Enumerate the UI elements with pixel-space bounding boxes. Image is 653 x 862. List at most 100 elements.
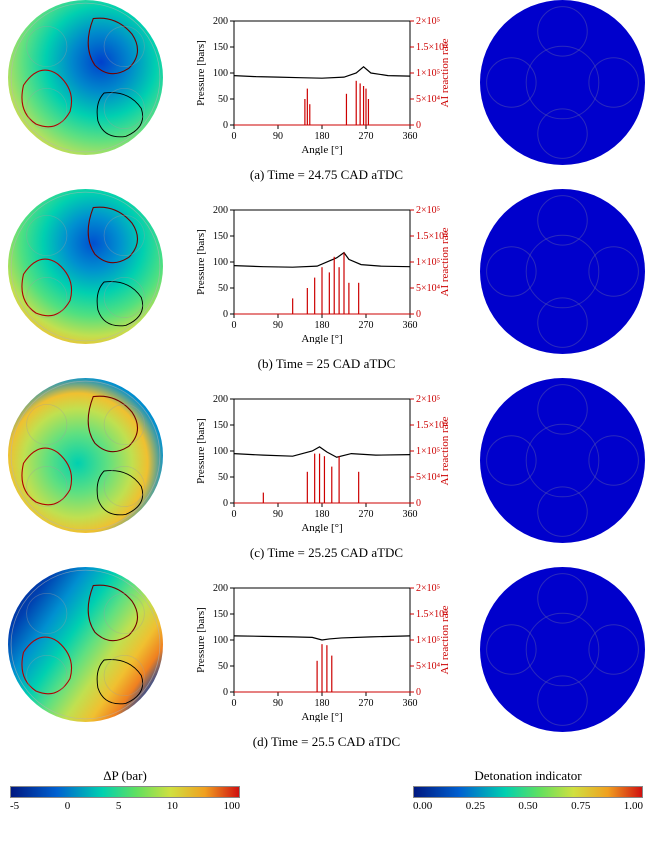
svg-text:90: 90 [273, 509, 283, 520]
svg-text:150: 150 [213, 420, 228, 431]
svg-text:90: 90 [273, 320, 283, 331]
colorbar-di-tick: 0.75 [571, 800, 590, 812]
svg-text:180: 180 [314, 131, 329, 142]
detonation-map-3 [480, 567, 645, 732]
svg-text:0: 0 [231, 320, 236, 331]
caption-1: (b) Time = 25 CAD aTDC [0, 356, 653, 372]
svg-text:0: 0 [416, 120, 421, 131]
svg-text:Angle [°]: Angle [°] [301, 333, 342, 344]
colorbar-row: ΔP (bar) -50510100 Detonation indicator … [0, 756, 653, 812]
svg-text:0: 0 [231, 509, 236, 520]
svg-text:50: 50 [218, 661, 228, 672]
panel-row-3: 09018027036005010015020005×10⁴1×10⁵1.5×1… [0, 567, 653, 732]
svg-text:360: 360 [402, 509, 417, 520]
colorbar-dp-ticks: -50510100 [10, 800, 240, 812]
svg-text:100: 100 [213, 446, 228, 457]
dp-map-2 [8, 378, 163, 533]
colorbar-di: Detonation indicator 0.00 0.25 0.50 0.75 1.0… [413, 768, 643, 812]
detonation-map-1 [480, 189, 645, 354]
svg-text:50: 50 [218, 94, 228, 105]
svg-text:0: 0 [223, 498, 228, 509]
svg-text:AI reaction rate: AI reaction rate [439, 227, 451, 296]
svg-text:100: 100 [213, 68, 228, 79]
svg-text:200: 200 [213, 205, 228, 216]
svg-text:100: 100 [213, 635, 228, 646]
dp-map-1 [8, 189, 163, 344]
svg-text:270: 270 [358, 320, 373, 331]
svg-text:180: 180 [314, 320, 329, 331]
svg-text:2×10⁵: 2×10⁵ [416, 205, 440, 216]
pressure-ai-chart-1: 09018027036005010015020005×10⁴1×10⁵1.5×1… [192, 204, 452, 344]
detonation-map-0 [480, 0, 645, 165]
svg-text:Angle [°]: Angle [°] [301, 711, 342, 722]
svg-text:200: 200 [213, 16, 228, 27]
colorbar-di-tick: 1.00 [624, 800, 643, 812]
svg-text:270: 270 [358, 698, 373, 709]
svg-text:270: 270 [358, 131, 373, 142]
caption-3: (d) Time = 25.5 CAD aTDC [0, 734, 653, 750]
svg-text:50: 50 [218, 472, 228, 483]
svg-text:90: 90 [273, 698, 283, 709]
colorbar-dp-title: ΔP (bar) [103, 768, 147, 784]
svg-text:150: 150 [213, 42, 228, 53]
svg-text:0: 0 [223, 309, 228, 320]
svg-text:360: 360 [402, 698, 417, 709]
svg-text:AI reaction rate: AI reaction rate [439, 605, 451, 674]
svg-text:5×10⁴: 5×10⁴ [416, 283, 441, 294]
svg-text:2×10⁵: 2×10⁵ [416, 394, 440, 405]
svg-text:360: 360 [402, 131, 417, 142]
caption-2: (c) Time = 25.25 CAD aTDC [0, 545, 653, 561]
svg-text:Pressure [bars]: Pressure [bars] [195, 418, 207, 484]
svg-text:150: 150 [213, 231, 228, 242]
colorbar-di-ticks: 0.00 0.25 0.50 0.75 1.00 [413, 800, 643, 812]
colorbar-dp-tick: 10 [167, 800, 178, 812]
svg-text:0: 0 [416, 687, 421, 698]
svg-text:Pressure [bars]: Pressure [bars] [195, 607, 207, 673]
panel-row-1: 09018027036005010015020005×10⁴1×10⁵1.5×1… [0, 189, 653, 354]
svg-text:0: 0 [231, 698, 236, 709]
svg-text:1×10⁵: 1×10⁵ [416, 446, 440, 457]
svg-text:2×10⁵: 2×10⁵ [416, 583, 440, 594]
svg-text:150: 150 [213, 609, 228, 620]
pressure-ai-chart-2: 09018027036005010015020005×10⁴1×10⁵1.5×1… [192, 393, 452, 533]
svg-text:100: 100 [213, 257, 228, 268]
colorbar-dp-tick: -5 [10, 800, 19, 812]
svg-text:Pressure [bars]: Pressure [bars] [195, 40, 207, 106]
svg-text:1×10⁵: 1×10⁵ [416, 68, 440, 79]
colorbar-di-title: Detonation indicator [474, 768, 581, 784]
svg-text:1×10⁵: 1×10⁵ [416, 257, 440, 268]
dp-map-0 [8, 0, 163, 155]
svg-text:2×10⁵: 2×10⁵ [416, 16, 440, 27]
svg-text:200: 200 [213, 394, 228, 405]
colorbar-di-tick: 0.00 [413, 800, 432, 812]
colorbar-di-tick: 0.50 [518, 800, 537, 812]
svg-text:180: 180 [314, 698, 329, 709]
colorbar-dp: ΔP (bar) -50510100 [10, 768, 240, 812]
panel-row-2: 09018027036005010015020005×10⁴1×10⁵1.5×1… [0, 378, 653, 543]
svg-text:Angle [°]: Angle [°] [301, 144, 342, 155]
svg-text:200: 200 [213, 583, 228, 594]
svg-text:180: 180 [314, 509, 329, 520]
colorbar-di-bar [413, 786, 643, 798]
svg-text:0: 0 [231, 131, 236, 142]
colorbar-dp-bar [10, 786, 240, 798]
pressure-ai-chart-0: 09018027036005010015020005×10⁴1×10⁵1.5×1… [192, 15, 452, 155]
panel-row-0: 09018027036005010015020005×10⁴1×10⁵1.5×1… [0, 0, 653, 165]
svg-text:Pressure [bars]: Pressure [bars] [195, 229, 207, 295]
svg-text:Angle [°]: Angle [°] [301, 522, 342, 533]
svg-text:50: 50 [218, 283, 228, 294]
colorbar-dp-tick: 100 [223, 800, 240, 812]
svg-text:0: 0 [223, 687, 228, 698]
dp-map-3 [8, 567, 163, 722]
svg-text:90: 90 [273, 131, 283, 142]
colorbar-dp-tick: 0 [65, 800, 71, 812]
svg-text:1×10⁵: 1×10⁵ [416, 635, 440, 646]
svg-text:5×10⁴: 5×10⁴ [416, 94, 441, 105]
detonation-map-2 [480, 378, 645, 543]
pressure-ai-chart-3: 09018027036005010015020005×10⁴1×10⁵1.5×1… [192, 582, 452, 722]
svg-text:AI reaction rate: AI reaction rate [439, 38, 451, 107]
svg-text:5×10⁴: 5×10⁴ [416, 661, 441, 672]
svg-text:270: 270 [358, 509, 373, 520]
colorbar-di-tick: 0.25 [466, 800, 485, 812]
svg-text:AI reaction rate: AI reaction rate [439, 416, 451, 485]
